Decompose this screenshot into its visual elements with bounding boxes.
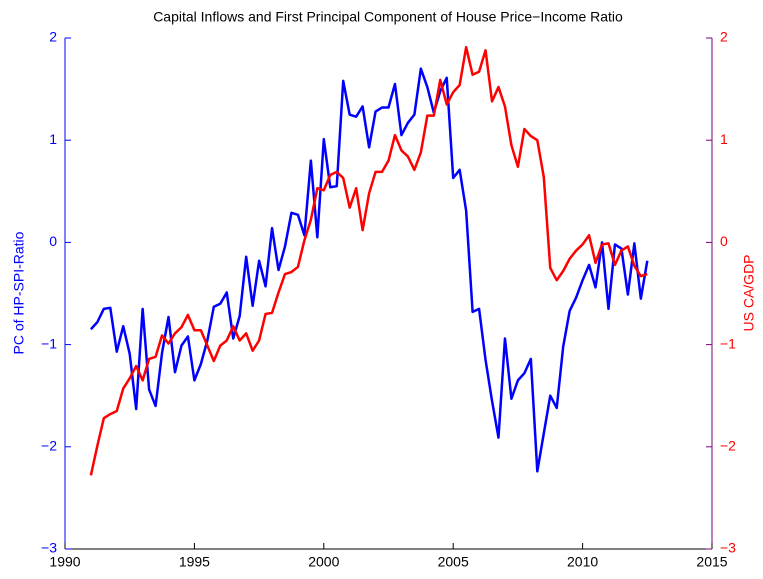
y-tick-label: 2 [49, 29, 57, 45]
y2-tick-label: −3 [720, 540, 736, 556]
y-tick-label: −1 [41, 335, 57, 351]
chart-title: Capital Inflows and First Principal Comp… [153, 9, 623, 25]
y2-tick-label: −1 [720, 335, 736, 351]
y2-axis-label: US CA/GDP [741, 254, 757, 331]
x-tick-label: 2015 [696, 554, 727, 570]
y-tick-label: 1 [49, 131, 57, 147]
series-line [89, 45, 648, 476]
x-tick-label: 2010 [567, 554, 598, 570]
x-tick-label: 2000 [308, 554, 339, 570]
y-tick-label: −2 [41, 438, 57, 454]
y2-tick-label: 1 [720, 131, 728, 147]
x-tick-label: 1995 [179, 554, 210, 570]
series-line [89, 67, 649, 473]
y-tick-label: −3 [41, 540, 57, 556]
y2-tick-label: 0 [720, 233, 728, 249]
y-axis-label: PC of HP-SPI-Ratio [11, 231, 27, 354]
y2-tick-label: 2 [720, 29, 728, 45]
y-tick-label: 0 [49, 233, 57, 249]
x-tick-label: 1990 [49, 554, 80, 570]
y2-tick-label: −2 [720, 438, 736, 454]
x-tick-label: 2005 [438, 554, 469, 570]
